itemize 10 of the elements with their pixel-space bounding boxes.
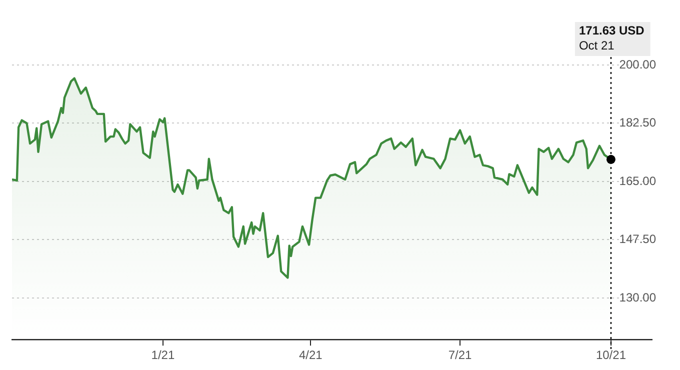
text: 171.63 USD Oct 21 <box>578 23 645 52</box>
y-tick-label: 200.00 <box>619 57 656 72</box>
y-tick-label: 182.50 <box>619 116 656 130</box>
x-tick-label: 7/21 <box>448 348 472 362</box>
y-tick-label: 147.50 <box>619 232 656 246</box>
x-tick-label: 1/21 <box>151 348 175 362</box>
x-tick-label: 4/21 <box>298 348 323 362</box>
y-tick-label: 165.00 <box>619 174 656 188</box>
x-tick-label: 10/21 <box>596 348 626 362</box>
y-tick-label: 130.00 <box>619 290 656 304</box>
